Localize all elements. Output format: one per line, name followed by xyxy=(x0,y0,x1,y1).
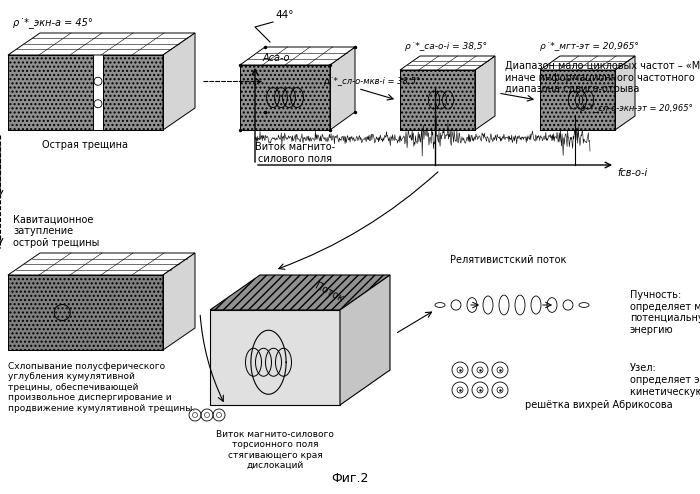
Text: Пучность:
определяет магнитную
потенциальную
энергию: Пучность: определяет магнитную потенциал… xyxy=(630,290,700,335)
Text: Aса-о: Aса-о xyxy=(263,53,290,63)
Text: Диапазон мало цикловых частот – «МЦЧ»,
иначе информационного частотного
диапазон: Диапазон мало цикловых частот – «МЦЧ», и… xyxy=(505,61,700,94)
Polygon shape xyxy=(210,310,340,405)
Text: fсв-о-i: fсв-о-i xyxy=(617,168,648,178)
Polygon shape xyxy=(340,275,390,405)
Text: Релятивистский поток: Релятивистский поток xyxy=(450,255,566,265)
Text: ρ˙*_мгт-эт = 20,965°: ρ˙*_мгт-эт = 20,965° xyxy=(540,42,639,51)
Text: решётка вихрей Абрикосова: решётка вихрей Абрикосова xyxy=(525,400,673,410)
Polygon shape xyxy=(540,56,635,70)
Polygon shape xyxy=(8,33,195,55)
Polygon shape xyxy=(163,33,195,130)
Text: ρ˙*_сл-о-мкв-i = 38,5°: ρ˙*_сл-о-мкв-i = 38,5° xyxy=(324,77,420,86)
Polygon shape xyxy=(475,56,495,130)
Polygon shape xyxy=(330,47,355,130)
Polygon shape xyxy=(103,55,163,130)
Text: 44°: 44° xyxy=(275,10,293,20)
Text: ρ˙*_экн-а = 45°: ρ˙*_экн-а = 45° xyxy=(13,17,92,28)
Text: Кавитационное
затупление
острой трещины: Кавитационное затупление острой трещины xyxy=(13,215,99,248)
Text: Поток: Поток xyxy=(313,281,345,304)
Polygon shape xyxy=(8,275,163,350)
Text: Фиг.2: Фиг.2 xyxy=(331,472,369,485)
Text: Схлопывание полусферического
углубления кумулятивной
трецины, обеспечивающей
про: Схлопывание полусферического углубления … xyxy=(8,362,195,412)
Polygon shape xyxy=(8,55,93,130)
Polygon shape xyxy=(240,65,330,130)
Polygon shape xyxy=(163,253,195,350)
Polygon shape xyxy=(240,47,355,65)
Text: Узел:
определяет электрическую
кинетическую энергию: Узел: определяет электрическую кинетичес… xyxy=(630,364,700,397)
Text: Острая трещина: Острая трещина xyxy=(43,140,129,150)
Polygon shape xyxy=(400,56,495,70)
Polygon shape xyxy=(540,70,615,130)
Polygon shape xyxy=(8,253,195,275)
Polygon shape xyxy=(210,275,390,310)
Text: Виток магнито-силового
торсионного поля
стягивающего края
дислокаций: Виток магнито-силового торсионного поля … xyxy=(216,430,334,470)
Text: Виток магнито-
силового поля: Виток магнито- силового поля xyxy=(255,142,335,164)
Polygon shape xyxy=(615,56,635,130)
Text: ρ˙*_сл-о-экн-эт = 20,965°: ρ˙*_сл-о-экн-эт = 20,965° xyxy=(580,104,693,113)
Polygon shape xyxy=(400,70,475,130)
Text: ρ˙*_са-о-i = 38,5°: ρ˙*_са-о-i = 38,5° xyxy=(405,42,487,51)
